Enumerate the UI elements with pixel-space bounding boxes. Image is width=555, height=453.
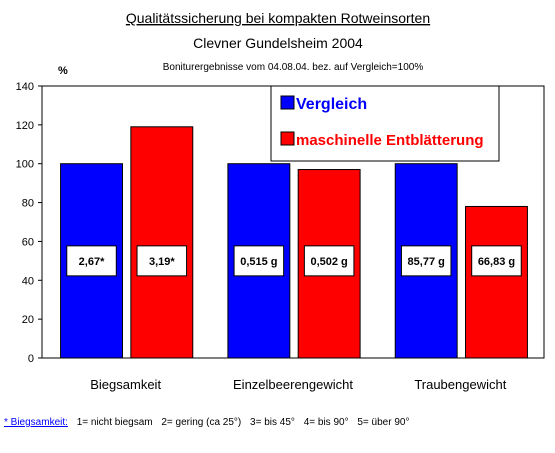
y-axis: 0 20 40 60 80 100 120 140 (16, 81, 42, 365)
y-tick-label: 100 (16, 159, 34, 171)
y-tick-label: 40 (22, 275, 34, 287)
y-tick-label: 0 (28, 353, 34, 365)
data-label: 66,83 g (478, 256, 515, 268)
data-label: 0,502 g (310, 256, 347, 268)
legend-label-entblaetterung: maschinelle Entblätterung (296, 132, 484, 149)
chart-title: Qualitätssicherung bei kompakten Rotwein… (126, 10, 430, 26)
legend: Vergleich maschinelle Entblätterung (270, 85, 500, 162)
data-label-box (66, 245, 117, 277)
footnote-item: 1= nicht biegsam (76, 417, 153, 428)
footnote-item: 2= gering (ca 25°) (161, 417, 242, 428)
legend-swatch-entblaetterung (280, 131, 295, 146)
footnote-item: 4= bis 90° (303, 417, 349, 428)
legend-box (270, 85, 500, 162)
y-tick-label: 60 (22, 236, 34, 248)
footnote-key: * Biegsamkeit: (4, 417, 68, 428)
chart-subtitle-2: Boniturergebnisse vom 04.08.04. bez. auf… (163, 62, 424, 73)
footnote: * Biegsamkeit: 1= nicht biegsam 2= gerin… (4, 417, 409, 428)
x-category-label: Einzelbeerengewicht (233, 377, 353, 392)
data-label-box (136, 245, 188, 277)
y-tick-label: 20 (22, 314, 34, 326)
y-axis-label: % (58, 65, 68, 77)
legend-label-vergleich: Vergleich (296, 96, 367, 113)
y-tick-label: 120 (16, 120, 34, 132)
legend-swatch-vergleich (280, 95, 295, 110)
bar-entblaetterung (465, 205, 528, 359)
bars: 2,67* 3,19* 0,515 g 0,502 g 85,77 g 66,83 g (60, 126, 528, 359)
data-label: 2,67* (79, 256, 105, 268)
footnote-item: 5= über 90° (357, 417, 410, 428)
bar-entblaetterung (130, 126, 194, 359)
data-label: 0,515 g (240, 256, 277, 268)
chart-subtitle: Clevner Gundelsheim 2004 (193, 35, 363, 51)
footnote-item: 3= bis 45° (250, 417, 295, 428)
y-tick-label: 80 (22, 198, 34, 210)
data-label-box (233, 245, 285, 277)
x-axis: Biegsamkeit Einzelbeerengewicht Traubengew… (90, 377, 506, 392)
x-category-label: Traubengewicht (414, 377, 506, 392)
data-label-box (400, 245, 452, 277)
data-label-box (303, 245, 355, 277)
x-category-label: Biegsamkeit (90, 377, 161, 392)
data-label: 3,19* (149, 256, 175, 268)
data-label-box (471, 245, 522, 277)
y-tick-label: 140 (16, 81, 34, 93)
data-label: 85,77 g (408, 256, 445, 268)
